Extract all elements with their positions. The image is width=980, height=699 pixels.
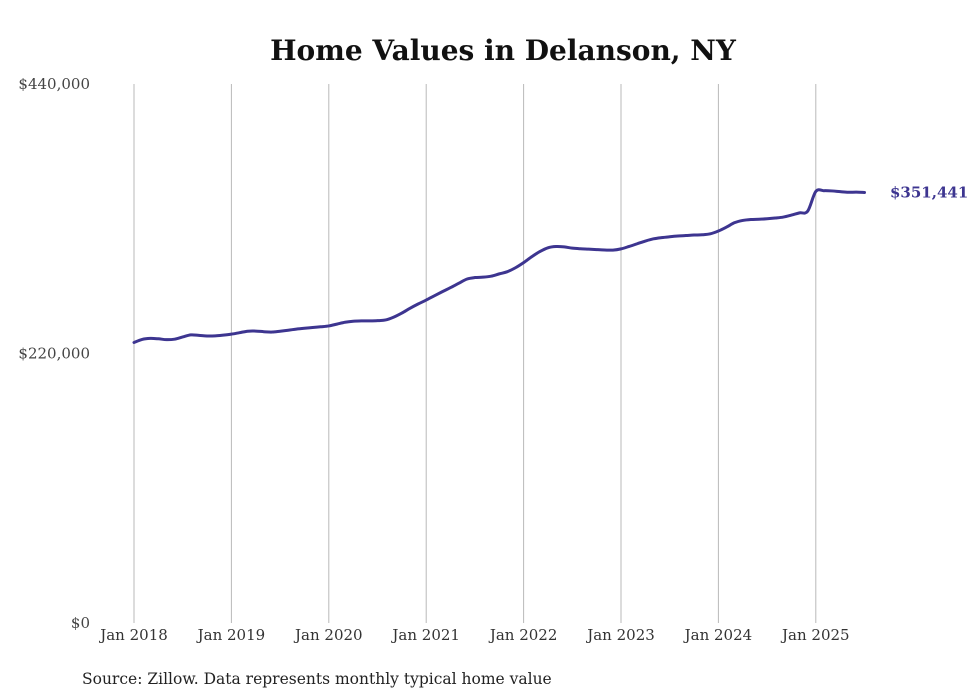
x-axis: Jan 2018 Jan 2019 Jan 2020 Jan 2021 Jan 2022… bbox=[98, 626, 849, 644]
y-tick-label: $440,000 bbox=[18, 75, 90, 93]
home-value-line bbox=[132, 188, 866, 344]
source-note: Source: Zillow. Data represents monthly … bbox=[82, 670, 552, 688]
x-tick-label: Jan 2021 bbox=[390, 626, 460, 644]
y-axis: $0 $220,000 $440,000 bbox=[18, 75, 90, 632]
x-tick-label: Jan 2022 bbox=[488, 626, 558, 644]
x-tick-label: Jan 2024 bbox=[683, 626, 753, 644]
grid bbox=[133, 84, 817, 623]
x-tick-label: Jan 2018 bbox=[98, 626, 168, 644]
y-tick-label: $220,000 bbox=[18, 345, 90, 363]
x-tick-label: Jan 2023 bbox=[585, 626, 655, 644]
chart-title: Home Values in Delanson, NY bbox=[270, 34, 737, 67]
y-tick-label: $0 bbox=[71, 614, 90, 632]
x-tick-label: Jan 2025 bbox=[780, 626, 850, 644]
x-tick-label: Jan 2019 bbox=[196, 626, 266, 644]
last-value-label: $351,441 bbox=[890, 184, 968, 202]
series-layer bbox=[132, 188, 866, 344]
x-tick-label: Jan 2020 bbox=[293, 626, 363, 644]
